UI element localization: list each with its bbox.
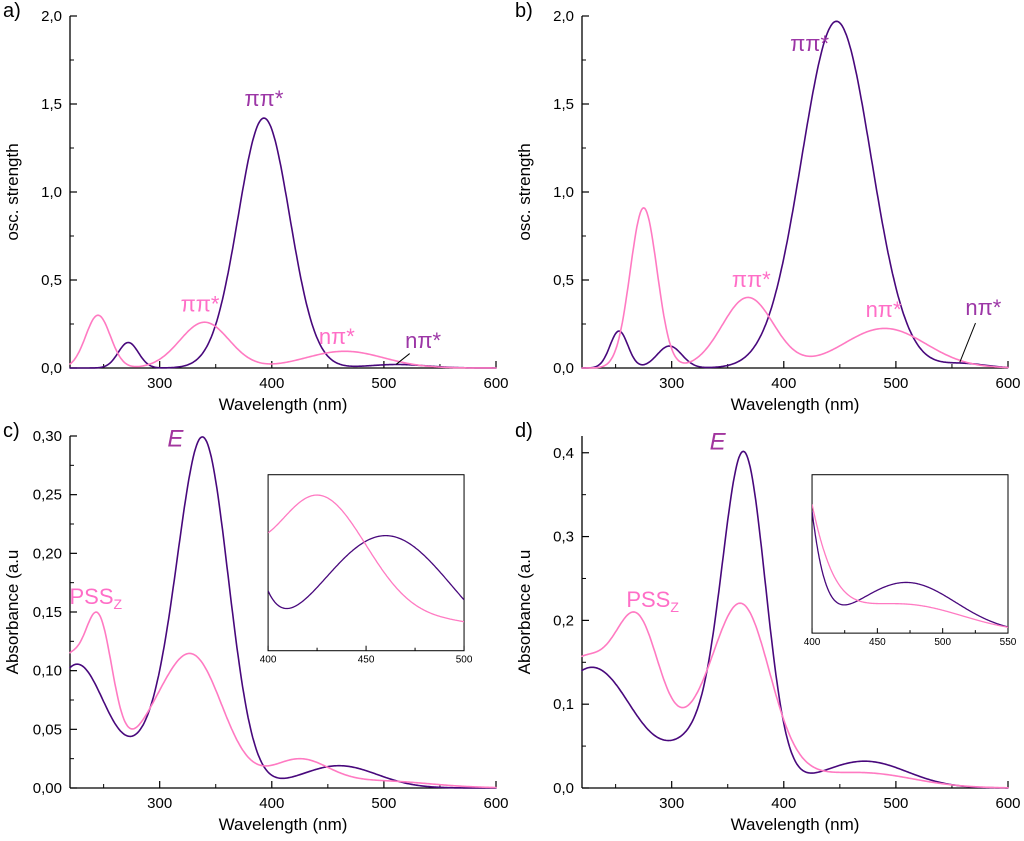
x-axis-title: Wavelength (nm) <box>731 395 860 414</box>
y-tick-label: 0,2 <box>553 612 574 629</box>
x-tick-label: 400 <box>259 375 284 392</box>
series-line-E <box>69 436 497 789</box>
series-line-Z <box>69 314 497 369</box>
panel-label-c: c) <box>3 420 20 442</box>
x-tick-label: 300 <box>147 795 172 812</box>
x-tick-label: 500 <box>883 375 908 392</box>
x-tick-label: 300 <box>147 375 172 392</box>
series-line-E <box>581 450 1009 789</box>
x-axis-title: Wavelength (nm) <box>219 815 348 834</box>
y-tick-label: 0,25 <box>33 487 62 504</box>
x-tick-label: 600 <box>483 795 508 812</box>
panel-d: d) 300 400 500 600 0,0 0,1 0,2 0,3 0,4 Wavelength… <box>512 420 1024 841</box>
y-tick-label: 0,5 <box>41 272 62 289</box>
x-tick-label: 400 <box>771 375 796 392</box>
annotation-label: E <box>710 428 727 455</box>
y-tick-label: 0,10 <box>33 663 62 680</box>
inset-x-tick-label: 450 <box>358 655 375 666</box>
y-tick-label: 0,30 <box>33 428 62 445</box>
inset-box <box>811 474 1009 634</box>
x-tick-label: 400 <box>259 795 284 812</box>
annotation-label: PSSZ <box>626 587 679 615</box>
series-line-E <box>581 20 1009 369</box>
x-tick-label: 600 <box>995 375 1020 392</box>
annotation-subscript: Z <box>114 596 123 612</box>
series-line-Z <box>69 611 497 789</box>
y-tick-label: 0,00 <box>33 780 62 797</box>
inset-x-tick-label: 400 <box>260 655 277 666</box>
inset-x-tick-label: 400 <box>804 637 821 648</box>
x-tick-label: 500 <box>883 795 908 812</box>
y-tick-label: 0,1 <box>553 696 574 713</box>
chart-panel-d: 300 400 500 600 0,0 0,1 0,2 0,3 0,4 Wavelength (n… <box>515 428 1021 834</box>
chart-panel-c: 300 400 500 600 0,00 0,05 0,10 0,15 0,20 0,25 0,30… <box>3 426 509 834</box>
panel-label-a: a) <box>3 0 21 22</box>
annotation-label: ππ* <box>732 267 771 292</box>
annotation-label: ππ* <box>181 292 220 317</box>
y-axis-title: osc. strength <box>3 143 22 240</box>
annotation-label: PSSZ <box>69 584 122 612</box>
y-tick-label: 2,0 <box>41 8 62 25</box>
y-tick-label: 0,5 <box>553 272 574 289</box>
inset-x-tick-label: 500 <box>456 655 473 666</box>
y-axis-title: Absorbance (a.u <box>3 550 22 675</box>
inset-box <box>267 474 465 652</box>
series-line-Z <box>581 207 1009 369</box>
inset-x-tick-label: 450 <box>869 637 886 648</box>
inset-curves <box>268 494 465 623</box>
x-tick-label: 300 <box>659 795 684 812</box>
x-tick-label: 300 <box>659 375 684 392</box>
panel-b: b) 300 400 500 600 0,0 0,5 1,0 1,5 2,0 Wavelength… <box>512 0 1024 420</box>
x-axis-title: Wavelength (nm) <box>219 395 348 414</box>
inset-x-tick-label: 500 <box>934 637 951 648</box>
y-tick-label: 0,05 <box>33 721 62 738</box>
inset-curves <box>812 504 1009 628</box>
x-tick-label: 500 <box>371 375 396 392</box>
y-tick-label: 0,20 <box>33 545 62 562</box>
y-tick-label: 0,4 <box>553 445 574 462</box>
y-tick-label: 1,0 <box>553 184 574 201</box>
annotation-label: nπ* <box>866 297 902 322</box>
annotation-label: nπ* <box>965 295 1001 320</box>
series-line-Z <box>581 602 1009 789</box>
panel-label-b: b) <box>515 0 533 22</box>
panel-c: c) 300 400 500 600 0,00 0,05 0,10 0,15 0,20 0,25 0… <box>0 420 512 841</box>
y-tick-label: 0,0 <box>41 360 62 377</box>
chart-panel-a: 300 400 500 600 0,0 0,5 1,0 1,5 2,0 Wavelength (n… <box>3 8 509 414</box>
annotation-label: nπ* <box>319 324 355 349</box>
y-tick-label: 1,5 <box>553 96 574 113</box>
y-tick-label: 1,0 <box>41 184 62 201</box>
y-tick-label: 2,0 <box>553 8 574 25</box>
inset-series-line-Z <box>268 494 465 623</box>
y-tick-label: 0,0 <box>553 360 574 377</box>
chart-panel-b: 300 400 500 600 0,0 0,5 1,0 1,5 2,0 Wavelength (n… <box>515 8 1021 414</box>
annotation-label: E <box>167 426 184 453</box>
y-tick-label: 1,5 <box>41 96 62 113</box>
inset-series-line-E <box>812 510 1009 628</box>
annotation-label: nπ* <box>405 328 441 353</box>
x-tick-label: 600 <box>483 375 508 392</box>
annotation-label: ππ* <box>790 31 829 56</box>
annotation-pointer-line <box>395 353 410 365</box>
x-axis-title: Wavelength (nm) <box>731 815 860 834</box>
inset-series-line-E <box>268 534 465 610</box>
panel-label-d: d) <box>515 420 533 442</box>
annotation-label: ππ* <box>244 86 283 111</box>
y-axis-title: osc. strength <box>515 143 534 240</box>
inset-x-tick-label: 550 <box>1000 637 1017 648</box>
inset-series-line-Z <box>812 504 1009 628</box>
panel-a: a) 300 400 500 600 0,0 0,5 1,0 1,5 2,0 Wavelength… <box>0 0 512 420</box>
y-tick-label: 0,3 <box>553 529 574 546</box>
x-tick-label: 600 <box>995 795 1020 812</box>
x-tick-label: 500 <box>371 795 396 812</box>
annotation-pointer-line <box>959 322 976 363</box>
x-tick-label: 400 <box>771 795 796 812</box>
y-tick-label: 0,15 <box>33 604 62 621</box>
y-axis-title: Absorbance (a.u <box>515 550 534 675</box>
y-tick-label: 0,0 <box>553 780 574 797</box>
annotation-subscript: Z <box>670 599 679 615</box>
